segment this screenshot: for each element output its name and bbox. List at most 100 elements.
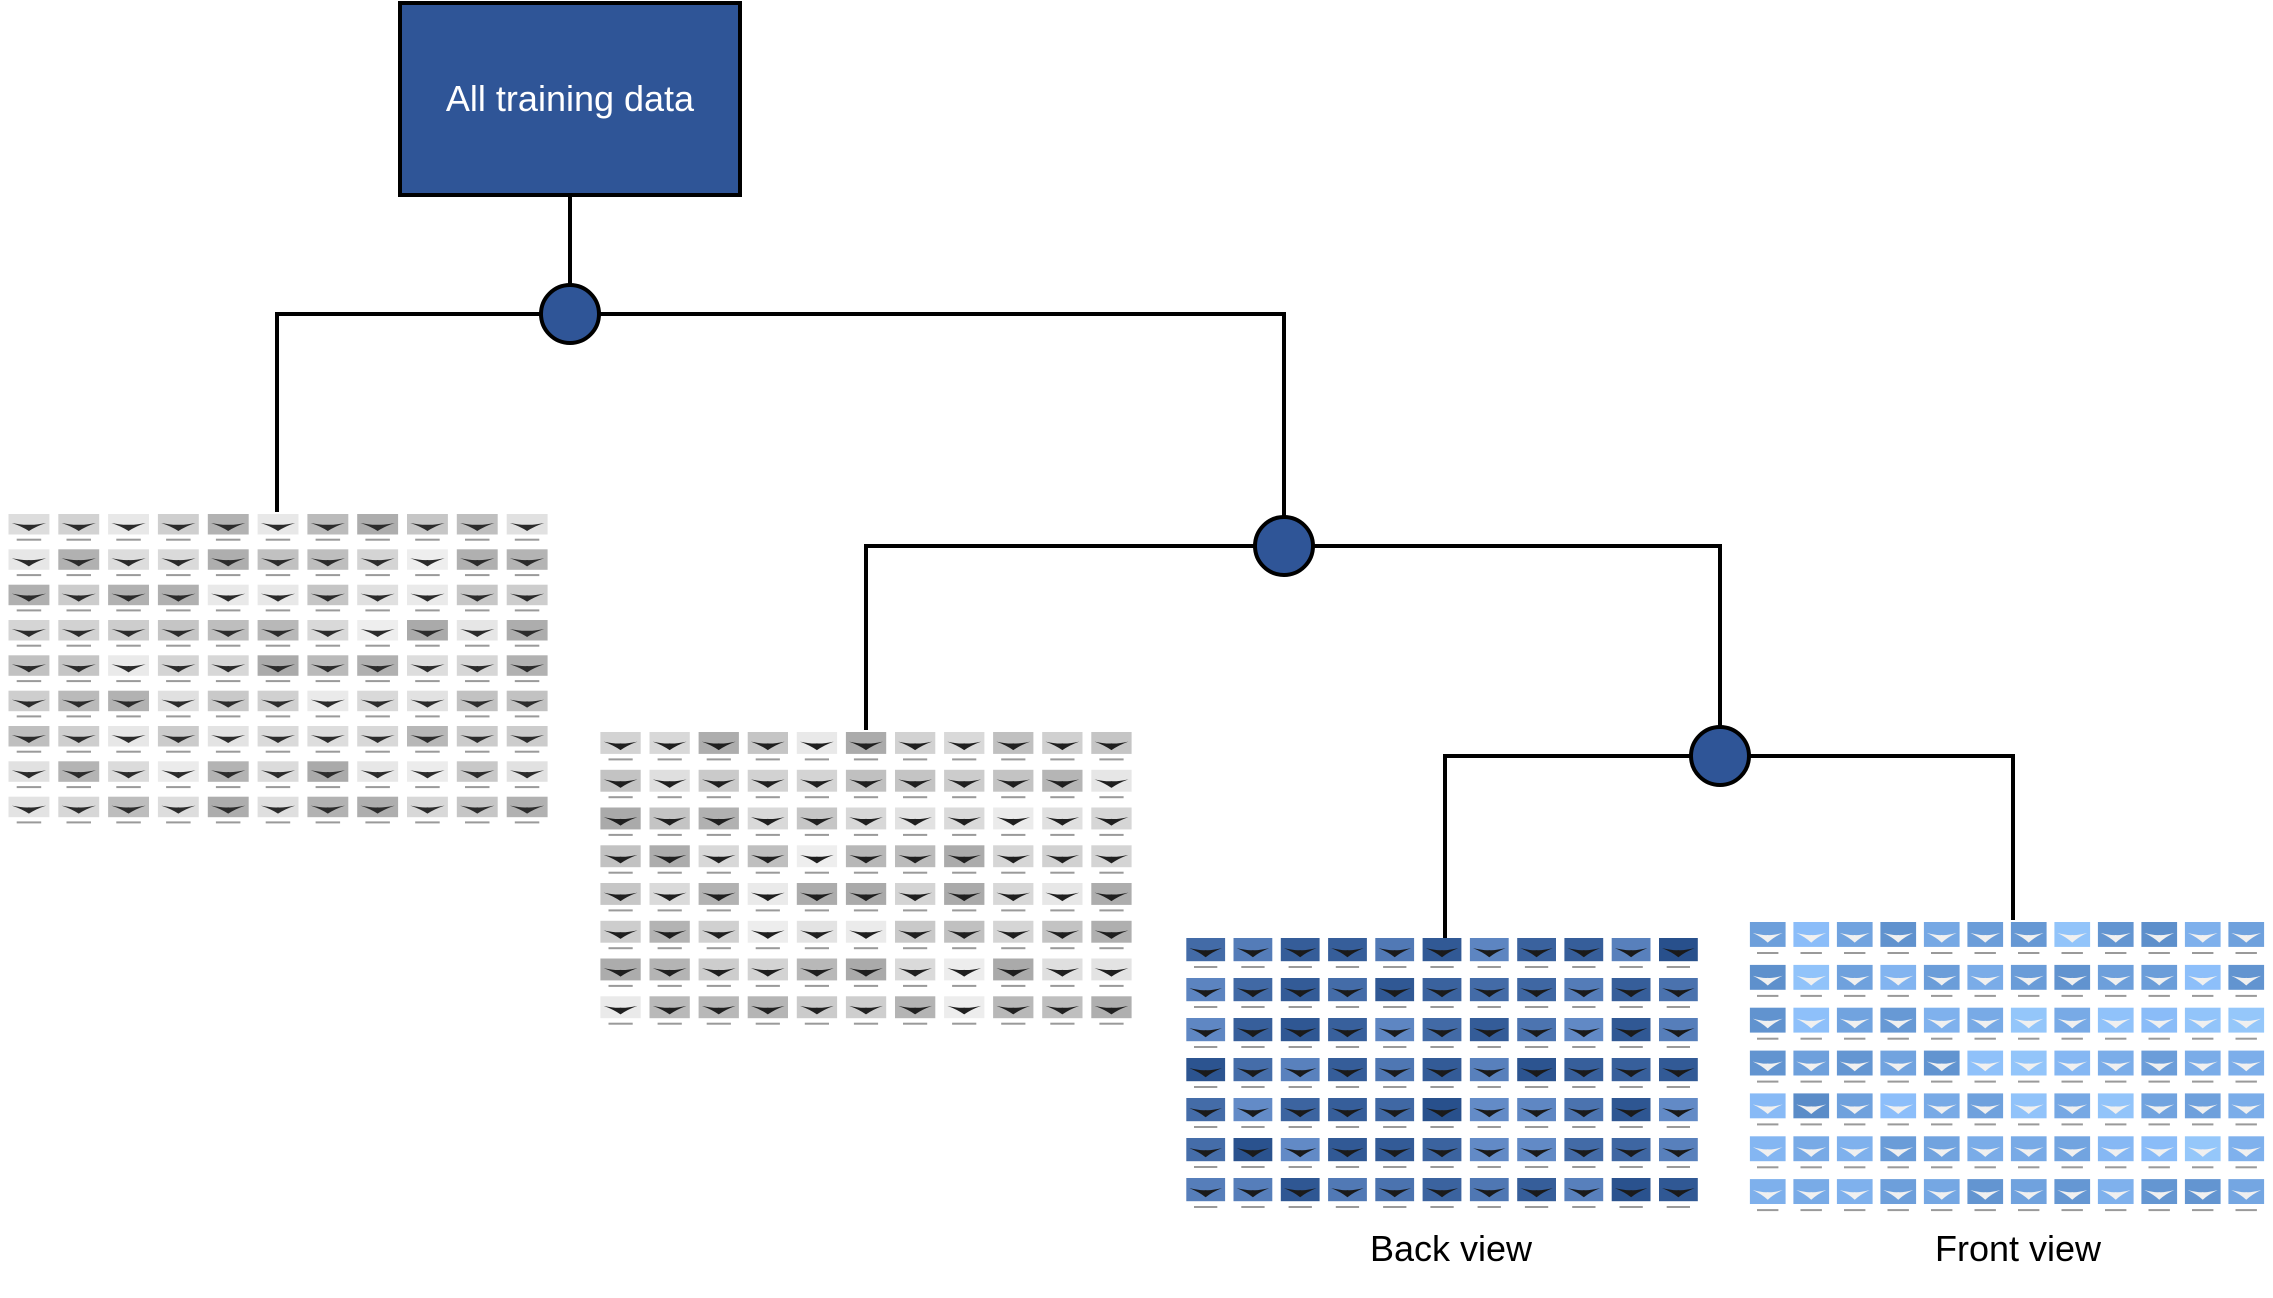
thumbnail — [58, 690, 100, 718]
thumbnail — [1923, 1136, 1960, 1169]
split-node-3 — [1689, 725, 1751, 787]
thumbnail — [2228, 1050, 2265, 1083]
thumbnail — [2054, 1007, 2091, 1040]
thumbnail — [1422, 1178, 1462, 1208]
thumbnail — [2097, 1136, 2134, 1169]
thumbnail — [600, 920, 641, 950]
tree-nodes — [539, 283, 1751, 787]
thumbnail — [1091, 883, 1132, 912]
thumbnail — [157, 690, 199, 718]
thumbnail — [257, 620, 299, 647]
thumbnail — [1564, 978, 1604, 1008]
thumbnail — [845, 883, 887, 912]
thumbnail — [506, 796, 548, 824]
thumbnail — [2097, 1093, 2134, 1126]
root-node-all-training-data: All training data — [398, 1, 742, 197]
thumbnail — [108, 620, 149, 647]
thumbnail — [649, 807, 690, 836]
thumbnail — [1233, 1018, 1273, 1048]
thumbnail — [993, 769, 1034, 799]
thumbnail — [1042, 769, 1083, 799]
thumbnail — [1880, 922, 1917, 954]
thumbnail — [796, 920, 838, 950]
thumbnail — [8, 584, 50, 612]
thumbnail — [1836, 1136, 1873, 1169]
thumbnail — [157, 584, 199, 612]
thumbnail — [407, 514, 448, 541]
thumbnail — [2184, 1136, 2221, 1169]
thumbnail — [2141, 1050, 2178, 1083]
thumbnail — [1880, 1179, 1917, 1212]
thumbnail — [600, 769, 641, 799]
thumbnail — [1967, 1050, 2004, 1083]
thumbnail — [108, 796, 149, 824]
thumbnail — [895, 732, 936, 761]
thumbnail — [2228, 1179, 2265, 1212]
thumbnail — [2184, 922, 2221, 954]
thumbnail — [357, 690, 399, 718]
thumbnail — [58, 549, 100, 577]
thumbnail — [1793, 964, 1830, 997]
thumbnail — [1375, 1018, 1415, 1048]
thumbnail — [944, 920, 985, 950]
thumbnail — [1186, 1098, 1226, 1128]
thumbnail — [600, 958, 641, 987]
thumbnail — [747, 920, 788, 950]
thumbnail — [58, 514, 100, 541]
thumbnail — [1422, 1018, 1462, 1048]
thumbnail — [1880, 1093, 1917, 1126]
thumbnail — [747, 996, 788, 1025]
thumbnail — [2228, 922, 2265, 954]
thumbnail — [207, 726, 249, 753]
thumbnail — [944, 845, 985, 874]
thumbnail — [1422, 978, 1462, 1008]
thumbnail — [1233, 978, 1273, 1008]
thumbnail — [1042, 807, 1083, 836]
thumbnail — [1186, 1018, 1226, 1048]
thumbnail — [2054, 1136, 2091, 1169]
thumbnail — [1611, 1098, 1651, 1128]
thumbnail — [1517, 978, 1556, 1008]
thumbnail — [1517, 938, 1556, 968]
thumbnail — [108, 690, 149, 718]
thumbnail — [1923, 1093, 1960, 1126]
thumbnail — [1836, 1007, 1873, 1040]
thumbnail — [257, 655, 299, 683]
thumbnail — [456, 514, 498, 541]
thumbnail — [2097, 1050, 2134, 1083]
thumbnail — [8, 514, 50, 541]
thumbnail — [1186, 978, 1226, 1008]
thumbnail — [257, 549, 299, 577]
thumbnail — [895, 769, 936, 799]
thumbnail — [506, 549, 548, 577]
thumbnail — [1469, 978, 1509, 1008]
thumbnail — [649, 732, 690, 761]
thumbnail — [698, 807, 739, 836]
thumbnail-grid-back-view — [1186, 938, 1698, 1208]
thumbnail — [1280, 1138, 1320, 1168]
thumbnail — [600, 732, 641, 761]
thumbnail — [2141, 964, 2178, 997]
thumbnail — [2097, 964, 2134, 997]
thumbnail — [1793, 922, 1830, 954]
thumbnail — [1375, 1138, 1415, 1168]
thumbnail — [8, 549, 50, 577]
thumbnail — [58, 620, 100, 647]
thumbnail — [357, 514, 399, 541]
thumbnail — [845, 958, 887, 987]
thumbnail — [407, 584, 448, 612]
thumbnail — [2184, 964, 2221, 997]
thumbnail — [407, 690, 448, 718]
thumbnail — [649, 958, 690, 987]
thumbnail — [1836, 1050, 1873, 1083]
thumbnail — [1091, 996, 1132, 1025]
thumbnail — [845, 807, 887, 836]
thumbnail — [207, 796, 249, 824]
thumbnail — [2184, 1050, 2221, 1083]
thumbnail — [157, 655, 199, 683]
thumbnail — [649, 920, 690, 950]
thumbnail — [1375, 978, 1415, 1008]
thumbnail — [1091, 732, 1132, 761]
thumbnail — [796, 883, 838, 912]
thumbnail — [1793, 1179, 1830, 1212]
